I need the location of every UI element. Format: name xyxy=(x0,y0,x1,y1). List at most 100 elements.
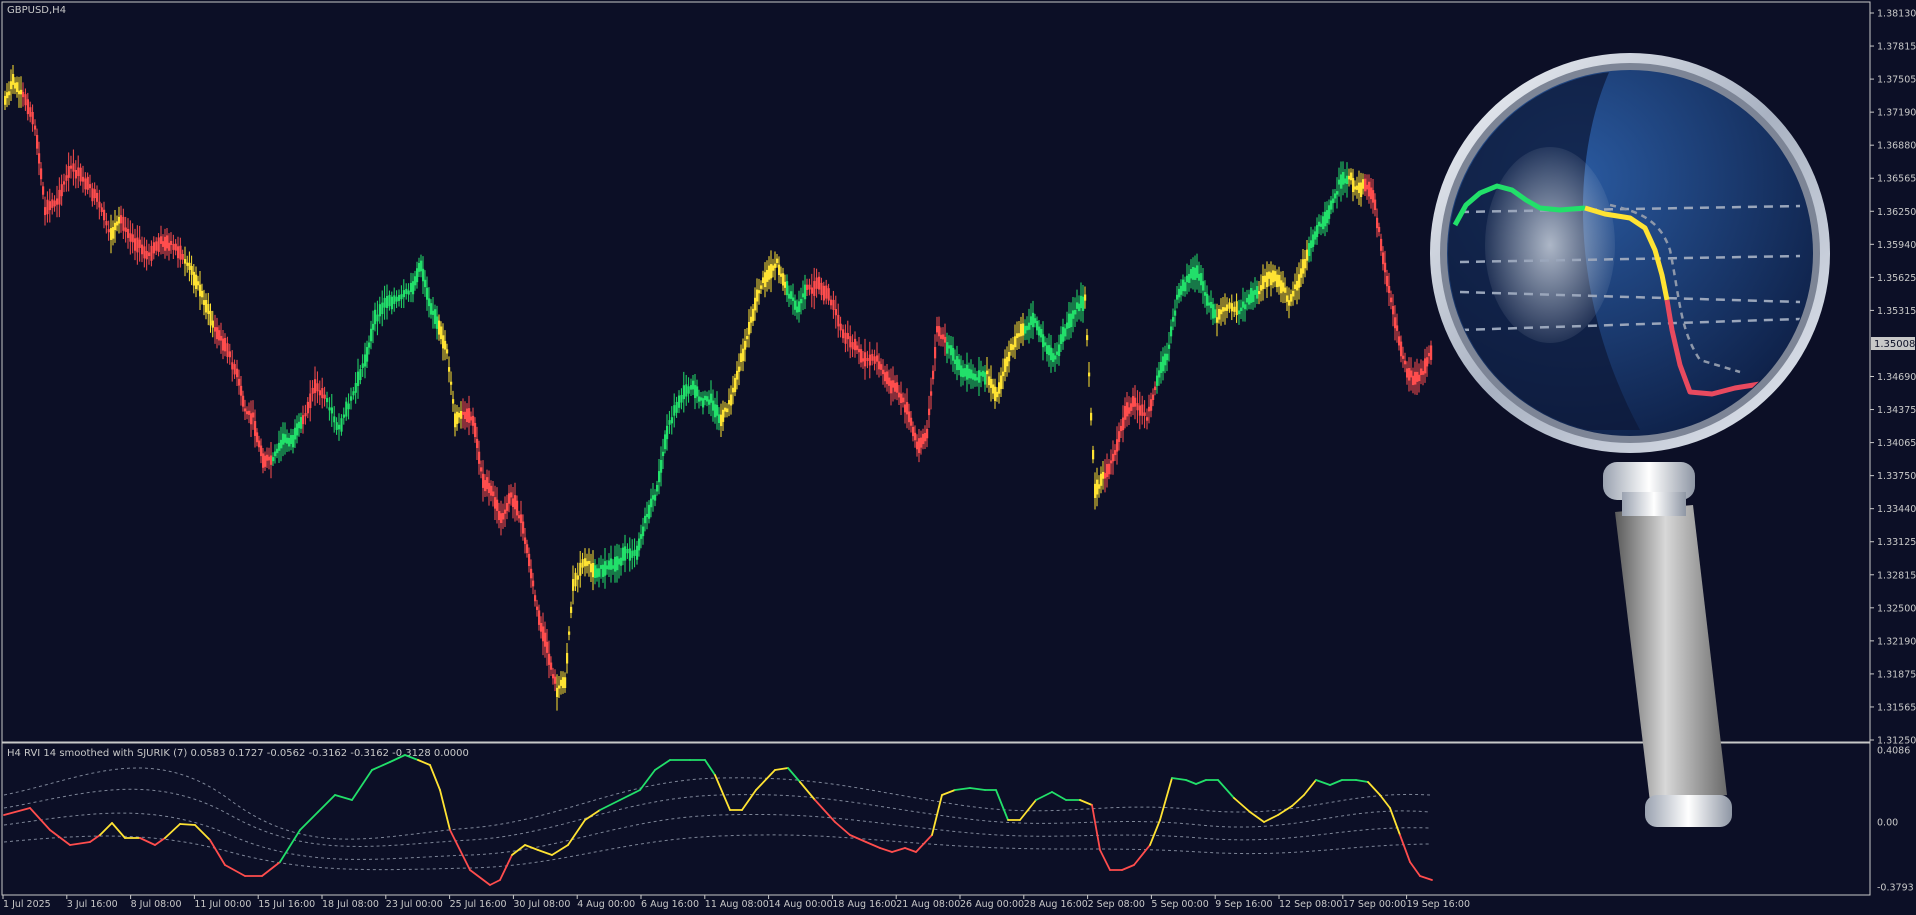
candle-body xyxy=(846,333,849,340)
candle-body xyxy=(1424,358,1427,374)
candle-body xyxy=(839,323,842,331)
indicator-band xyxy=(3,788,1431,847)
candle-body xyxy=(581,559,584,568)
price-tick-label: 1.32190 xyxy=(1877,636,1916,647)
candle-body xyxy=(376,314,379,322)
candle-body xyxy=(1382,252,1385,265)
candle-body xyxy=(364,354,367,367)
candle-body xyxy=(218,330,221,341)
candle-body xyxy=(1410,370,1413,378)
candle-body xyxy=(504,509,507,514)
candle-body xyxy=(350,396,353,401)
candle-body xyxy=(734,377,737,393)
candle-body xyxy=(1274,271,1277,282)
candle-body xyxy=(772,265,775,271)
candle-body xyxy=(918,438,921,454)
time-tick-label: 28 Aug 16:00 xyxy=(1024,899,1088,910)
rvi-segment xyxy=(99,822,113,836)
time-tick-label: 15 Jul 16:00 xyxy=(258,899,315,910)
candle-body xyxy=(602,564,605,577)
candle-body xyxy=(209,310,212,326)
candle-body xyxy=(188,262,191,270)
candle-body xyxy=(1116,439,1119,452)
candle-body xyxy=(1198,273,1201,281)
candle-body xyxy=(44,207,47,216)
candle-body xyxy=(1070,313,1073,328)
candle-body xyxy=(238,378,241,386)
candle-body xyxy=(534,595,537,602)
candle-body xyxy=(1146,417,1149,421)
candle-body xyxy=(698,396,701,402)
candle-body xyxy=(1254,289,1257,295)
time-tick-label: 1 Jul 2025 xyxy=(3,899,51,910)
rvi-segment xyxy=(351,769,373,801)
candle-body xyxy=(1414,371,1417,385)
candle-body xyxy=(89,184,92,189)
candle-body xyxy=(1160,361,1163,373)
candle-body xyxy=(29,107,32,117)
candle-body xyxy=(357,371,360,387)
candle-body xyxy=(950,345,953,356)
candle-body xyxy=(476,438,479,449)
candle-body xyxy=(594,565,597,578)
rvi-segment xyxy=(1133,844,1151,866)
candle-body xyxy=(536,606,539,610)
candle-body xyxy=(1230,303,1233,312)
candle-body xyxy=(704,395,707,401)
candle-body xyxy=(906,402,909,415)
candle-body xyxy=(558,685,561,689)
candle-body xyxy=(448,367,451,372)
candle-body xyxy=(480,467,483,472)
candle-body xyxy=(390,296,393,310)
price-tick-label: 1.37815 xyxy=(1877,42,1916,53)
candle-body xyxy=(960,365,963,377)
price-tick-label: 1.34065 xyxy=(1877,438,1916,449)
candle-body xyxy=(127,228,130,238)
candle-body xyxy=(1026,325,1029,331)
candle-body xyxy=(690,385,693,390)
candle-body xyxy=(1044,342,1047,346)
candle-body xyxy=(474,422,477,438)
rvi-segment xyxy=(567,819,586,846)
indicator-band xyxy=(3,812,1431,860)
candle-body xyxy=(203,300,206,305)
candle-body xyxy=(1222,307,1225,312)
rvi-segment xyxy=(334,794,353,801)
candle-body xyxy=(1244,304,1247,310)
candle-body xyxy=(464,411,467,420)
candle-body xyxy=(556,687,559,698)
time-tick-label: 5 Sep 00:00 xyxy=(1151,899,1208,910)
candle-body xyxy=(14,82,17,89)
candle-body xyxy=(1262,275,1265,289)
candle-body xyxy=(1141,404,1144,416)
candle-body xyxy=(86,176,89,190)
rvi-segment xyxy=(69,841,91,846)
candle-body xyxy=(956,356,959,371)
candle-body xyxy=(1138,405,1141,416)
candle-body xyxy=(522,521,525,534)
candle-body xyxy=(902,397,905,403)
candle-body xyxy=(1420,368,1423,376)
candle-body xyxy=(388,294,391,307)
candle-body xyxy=(1404,360,1407,365)
price-tick-label: 1.34375 xyxy=(1877,405,1916,416)
candle-body xyxy=(784,281,787,288)
candle-body xyxy=(858,348,861,353)
candle-body xyxy=(1350,172,1353,181)
price-tick-label: 1.33125 xyxy=(1877,537,1916,548)
candle-body xyxy=(1270,272,1273,286)
candle-body xyxy=(157,237,160,252)
candle-body xyxy=(162,241,165,247)
candle-body xyxy=(1190,269,1193,279)
rvi-segment xyxy=(389,754,406,763)
candle-body xyxy=(205,300,208,313)
candle-body xyxy=(912,426,915,437)
candle-body xyxy=(890,380,893,394)
rvi-segment xyxy=(1249,811,1265,823)
rvi-segment xyxy=(551,844,569,856)
candle-body xyxy=(922,433,925,445)
candle-body xyxy=(1132,396,1135,407)
candle-body xyxy=(610,558,613,570)
